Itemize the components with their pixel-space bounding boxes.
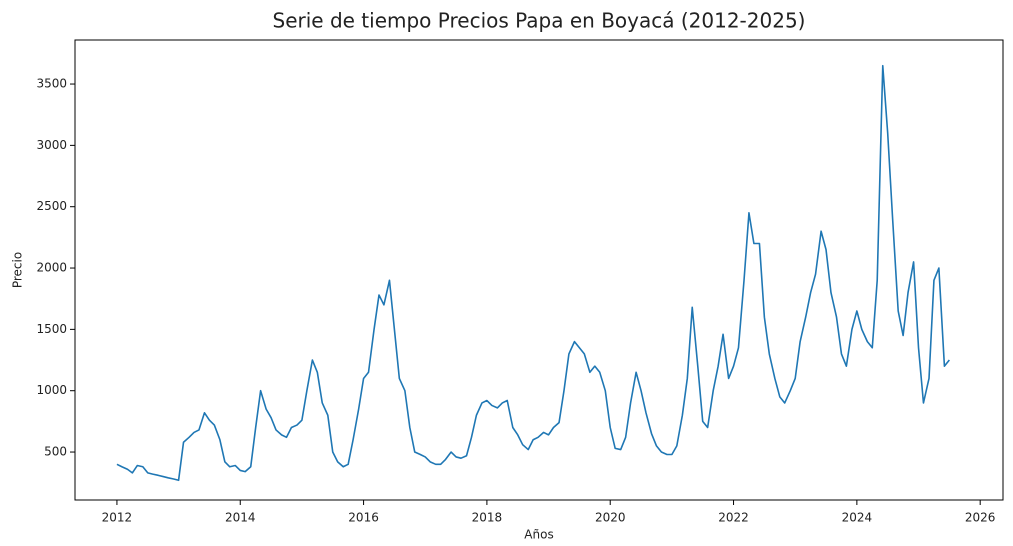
x-tick-label: 2022 [718,511,749,525]
x-tick-label: 2014 [225,511,256,525]
x-tick-label: 2026 [965,511,996,525]
x-tick-label: 2016 [348,511,379,525]
x-tick-label: 2018 [472,511,503,525]
y-tick-label: 3000 [36,138,67,152]
x-tick-label: 2020 [595,511,626,525]
y-tick-label: 1000 [36,383,67,397]
y-tick-label: 500 [44,445,67,459]
y-tick-label: 2000 [36,261,67,275]
plot-frame [74,39,1004,501]
y-tick-label: 1500 [36,322,67,336]
y-tick-label: 3500 [36,77,67,91]
data-line [116,64,950,482]
x-axis-label: Años [524,528,553,542]
y-axis-label: Precio [11,252,25,288]
y-tick-label: 2500 [36,199,67,213]
chart-title: Serie de tiempo Precios Papa en Boyacá (… [273,9,806,33]
x-tick-label: 2024 [842,511,873,525]
x-tick-label: 2012 [102,511,133,525]
